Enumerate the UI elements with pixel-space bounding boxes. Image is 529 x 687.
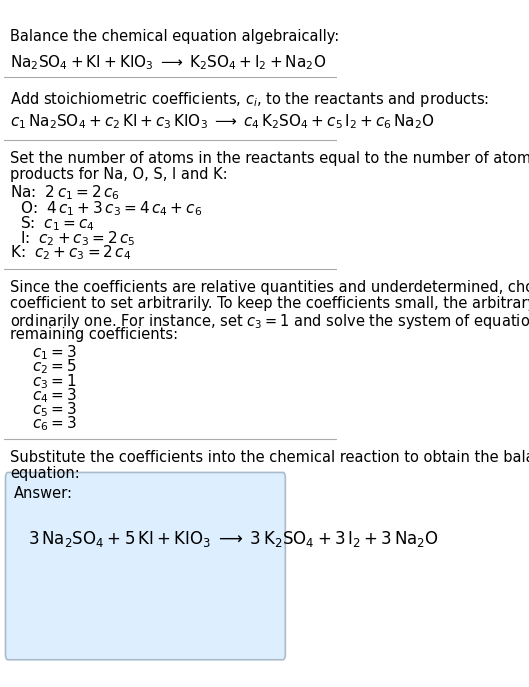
Text: Na: $\;2\,c_1 = 2\,c_6$: Na: $\;2\,c_1 = 2\,c_6$ xyxy=(10,183,120,202)
Text: Add stoichiometric coefficients, $c_i$, to the reactants and products:: Add stoichiometric coefficients, $c_i$, … xyxy=(10,91,489,109)
Text: $c_4 = 3$: $c_4 = 3$ xyxy=(32,386,77,405)
FancyBboxPatch shape xyxy=(5,473,285,660)
Text: equation:: equation: xyxy=(10,466,80,481)
Text: Substitute the coefficients into the chemical reaction to obtain the balanced: Substitute the coefficients into the che… xyxy=(10,450,529,465)
Text: Since the coefficients are relative quantities and underdetermined, choose a: Since the coefficients are relative quan… xyxy=(10,280,529,295)
Text: Set the number of atoms in the reactants equal to the number of atoms in the: Set the number of atoms in the reactants… xyxy=(10,151,529,166)
Text: $c_6 = 3$: $c_6 = 3$ xyxy=(32,415,77,433)
Text: O: $\;4\,c_1 + 3\,c_3 = 4\,c_4 + c_6$: O: $\;4\,c_1 + 3\,c_3 = 4\,c_4 + c_6$ xyxy=(20,199,202,218)
Text: S: $\;c_1 = c_4$: S: $\;c_1 = c_4$ xyxy=(20,214,95,233)
Text: K: $\;c_2 + c_3 = 2\,c_4$: K: $\;c_2 + c_3 = 2\,c_4$ xyxy=(10,244,132,262)
Text: products for Na, O, S, I and K:: products for Na, O, S, I and K: xyxy=(10,167,228,182)
Text: ordinarily one. For instance, set $c_3 = 1$ and solve the system of equations fo: ordinarily one. For instance, set $c_3 =… xyxy=(10,312,529,330)
Text: $3\,\mathrm{Na_2SO_4} + 5\,\mathrm{KI} + \mathrm{KIO_3}$$\;\longrightarrow\;$$3\: $3\,\mathrm{Na_2SO_4} + 5\,\mathrm{KI} +… xyxy=(28,529,439,549)
Text: coefficient to set arbitrarily. To keep the coefficients small, the arbitrary va: coefficient to set arbitrarily. To keep … xyxy=(10,296,529,311)
Text: I: $\;c_2 + c_3 = 2\,c_5$: I: $\;c_2 + c_3 = 2\,c_5$ xyxy=(20,229,136,247)
Text: Answer:: Answer: xyxy=(14,486,73,501)
Text: Balance the chemical equation algebraically:: Balance the chemical equation algebraica… xyxy=(10,30,340,44)
Text: $c_2 = 5$: $c_2 = 5$ xyxy=(32,358,77,376)
Text: $c_1 = 3$: $c_1 = 3$ xyxy=(32,344,77,362)
Text: $\mathrm{Na_2SO_4 + KI + KIO_3}$$\;\longrightarrow\;$$\mathrm{K_2SO_4 + I_2 + Na: $\mathrm{Na_2SO_4 + KI + KIO_3}$$\;\long… xyxy=(10,53,326,71)
Text: $c_5 = 3$: $c_5 = 3$ xyxy=(32,401,77,419)
Text: remaining coefficients:: remaining coefficients: xyxy=(10,327,178,342)
Text: $c_1\,\mathrm{Na_2SO_4} + c_2\,\mathrm{KI} + c_3\,\mathrm{KIO_3}$$\;\longrightar: $c_1\,\mathrm{Na_2SO_4} + c_2\,\mathrm{K… xyxy=(10,113,435,131)
Text: $c_3 = 1$: $c_3 = 1$ xyxy=(32,372,77,391)
